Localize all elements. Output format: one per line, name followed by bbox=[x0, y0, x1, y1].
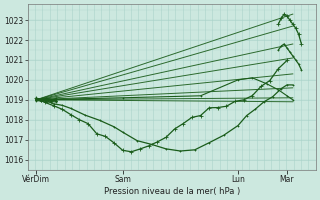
X-axis label: Pression niveau de la mer( hPa ): Pression niveau de la mer( hPa ) bbox=[104, 187, 240, 196]
